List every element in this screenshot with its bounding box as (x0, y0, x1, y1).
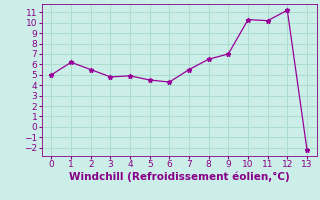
X-axis label: Windchill (Refroidissement éolien,°C): Windchill (Refroidissement éolien,°C) (69, 172, 290, 182)
